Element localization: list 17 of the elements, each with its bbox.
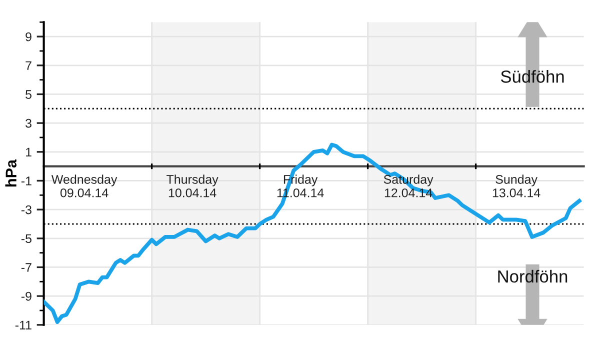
y-tick-label: -1 (21, 176, 32, 186)
y-tick-label: 5 (26, 90, 32, 99)
x-tick-label: Wednesday 09.04.14 (51, 174, 118, 198)
x-tick-label: Sunday 13.04.14 (492, 174, 540, 198)
y-tick-label: 9 (26, 32, 32, 42)
y-tick-label: 1 (26, 148, 32, 156)
y-tick-label: -9 (21, 292, 32, 301)
x-tick-label: Thursday 10.04.14 (166, 174, 218, 198)
y-tick-label: -7 (21, 263, 32, 272)
y-tick-label: -11 (15, 320, 32, 330)
annotation: Südföhn (500, 70, 564, 83)
y-axis-title: hPa (5, 159, 16, 186)
y-tick-label: -5 (21, 234, 32, 244)
y-tick-label: 7 (26, 61, 32, 70)
annotation: Nordföhn (498, 270, 568, 283)
y-tick-label: -3 (21, 205, 32, 214)
y-tick-label: 3 (26, 118, 32, 128)
